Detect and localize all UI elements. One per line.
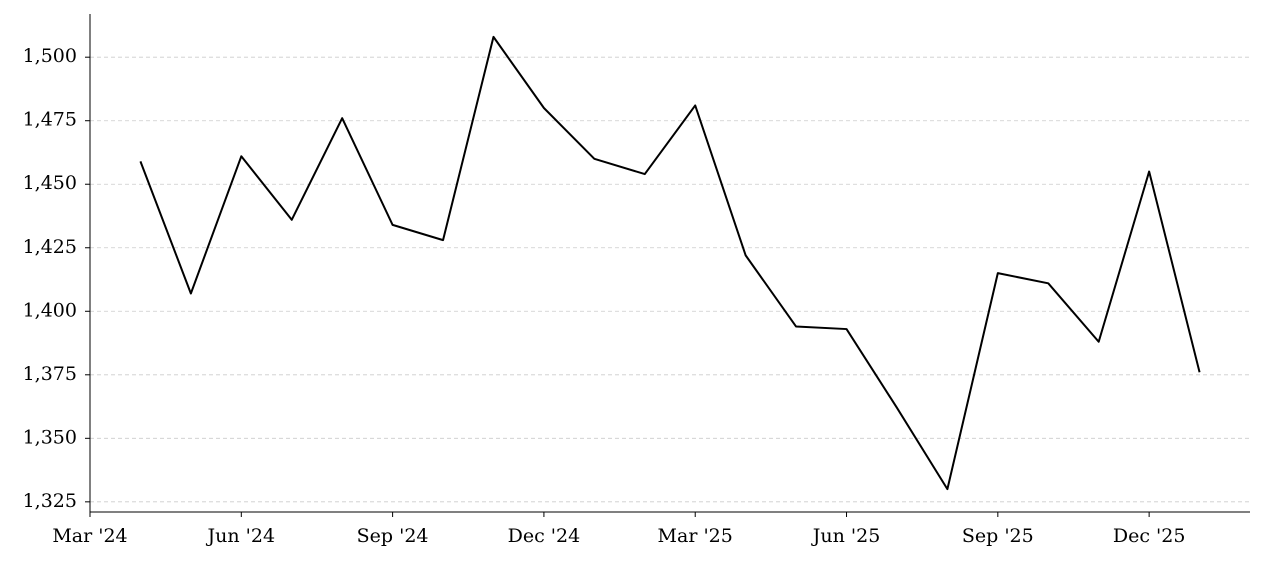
x-tick-label: Jun '24 bbox=[206, 525, 276, 547]
x-tick-label: Jun '25 bbox=[811, 525, 881, 547]
y-tick-label: 1,400 bbox=[23, 299, 77, 321]
x-tick-label: Dec '24 bbox=[508, 525, 581, 547]
y-tick-label: 1,350 bbox=[23, 426, 77, 448]
x-tick-label: Mar '24 bbox=[52, 525, 127, 547]
line-series bbox=[139, 35, 1201, 491]
y-tick-label: 1,425 bbox=[23, 236, 77, 258]
x-tick-label: Sep '25 bbox=[962, 525, 1034, 547]
y-tick-label: 1,500 bbox=[23, 45, 77, 67]
x-tick-label: Dec '25 bbox=[1113, 525, 1186, 547]
y-tick-label: 1,325 bbox=[23, 490, 77, 512]
y-tick-label: 1,375 bbox=[23, 363, 77, 385]
y-tick-label: 1,450 bbox=[23, 172, 77, 194]
x-tick-label: Sep '24 bbox=[357, 525, 429, 547]
x-tick-label: Mar '25 bbox=[658, 525, 733, 547]
y-tick-label: 1,475 bbox=[23, 109, 77, 131]
